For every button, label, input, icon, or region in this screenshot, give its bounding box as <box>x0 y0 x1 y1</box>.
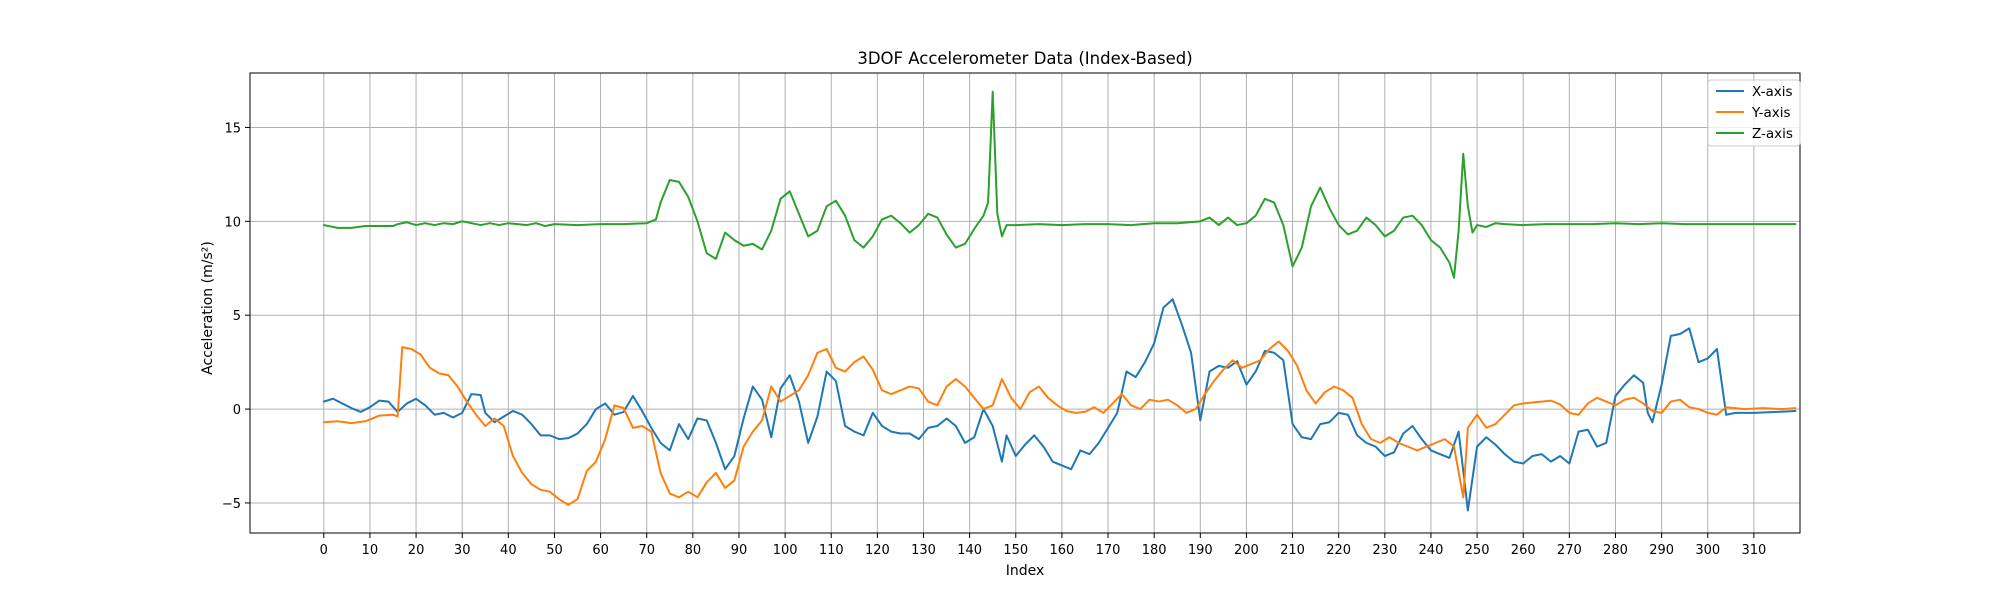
x-tick-label: 260 <box>1511 543 1536 558</box>
grid-layer <box>250 73 1800 533</box>
x-tick-label: 70 <box>638 543 655 558</box>
x-tick-label: 220 <box>1326 543 1351 558</box>
x-tick-label: 290 <box>1649 543 1674 558</box>
x-tick-label: 200 <box>1234 543 1259 558</box>
x-tick-label: 10 <box>362 543 379 558</box>
x-tick-label: 120 <box>865 543 890 558</box>
x-axis-label: Index <box>1006 563 1045 579</box>
y-tick-label: 10 <box>224 215 241 230</box>
x-tick-label: 0 <box>320 543 328 558</box>
x-tick-label: 140 <box>957 543 982 558</box>
x-tick-label: 250 <box>1465 543 1490 558</box>
chart-title: 3DOF Accelerometer Data (Index-Based) <box>857 49 1192 68</box>
plot-frame <box>249 72 1801 534</box>
x-tick-label: 60 <box>592 543 609 558</box>
x-tick-label: 300 <box>1695 543 1720 558</box>
x-tick-label: 210 <box>1280 543 1305 558</box>
x-tick-label: 240 <box>1419 543 1444 558</box>
legend-label-z-axis: Z-axis <box>1752 126 1793 142</box>
x-tick-label: 40 <box>500 543 517 558</box>
legend-label-x-axis: X-axis <box>1752 84 1793 100</box>
y-tick-label: 15 <box>224 121 241 136</box>
x-tick-label: 130 <box>911 543 936 558</box>
series-line-y-axis <box>322 340 1797 506</box>
y-tick-label: 0 <box>233 403 241 418</box>
y-axis-label: Acceleration (m/s²) <box>200 241 216 375</box>
series-layer <box>322 90 1797 512</box>
y-tick-label: −5 <box>222 497 241 512</box>
x-tick-label: 270 <box>1557 543 1582 558</box>
x-tick-label: 160 <box>1049 543 1074 558</box>
x-tick-label: 230 <box>1372 543 1397 558</box>
x-tick-label: 80 <box>685 543 702 558</box>
x-tick-label: 280 <box>1603 543 1628 558</box>
x-tick-label: 50 <box>546 543 563 558</box>
legend: X-axis Y-axis Z-axis <box>1707 79 1801 147</box>
series-line-x-axis <box>322 298 1797 512</box>
x-tick-label: 110 <box>819 543 844 558</box>
y-tick-label: 5 <box>233 309 241 324</box>
x-tick-label: 180 <box>1142 543 1167 558</box>
series-line-z-axis <box>322 90 1797 279</box>
x-tick-label: 310 <box>1741 543 1766 558</box>
x-tick-label: 30 <box>454 543 471 558</box>
x-tick-label: 20 <box>408 543 425 558</box>
x-tick-label: 90 <box>731 543 748 558</box>
legend-label-y-axis: Y-axis <box>1751 105 1791 121</box>
tick-layer: 0 10 20 30 40 50 60 70 80 90 100 110 120 130 140 150 160… <box>222 121 1766 558</box>
x-tick-label: 100 <box>773 543 798 558</box>
x-tick-label: 150 <box>1003 543 1028 558</box>
legend-box <box>1707 79 1801 147</box>
x-tick-label: 170 <box>1096 543 1121 558</box>
x-tick-label: 190 <box>1188 543 1213 558</box>
